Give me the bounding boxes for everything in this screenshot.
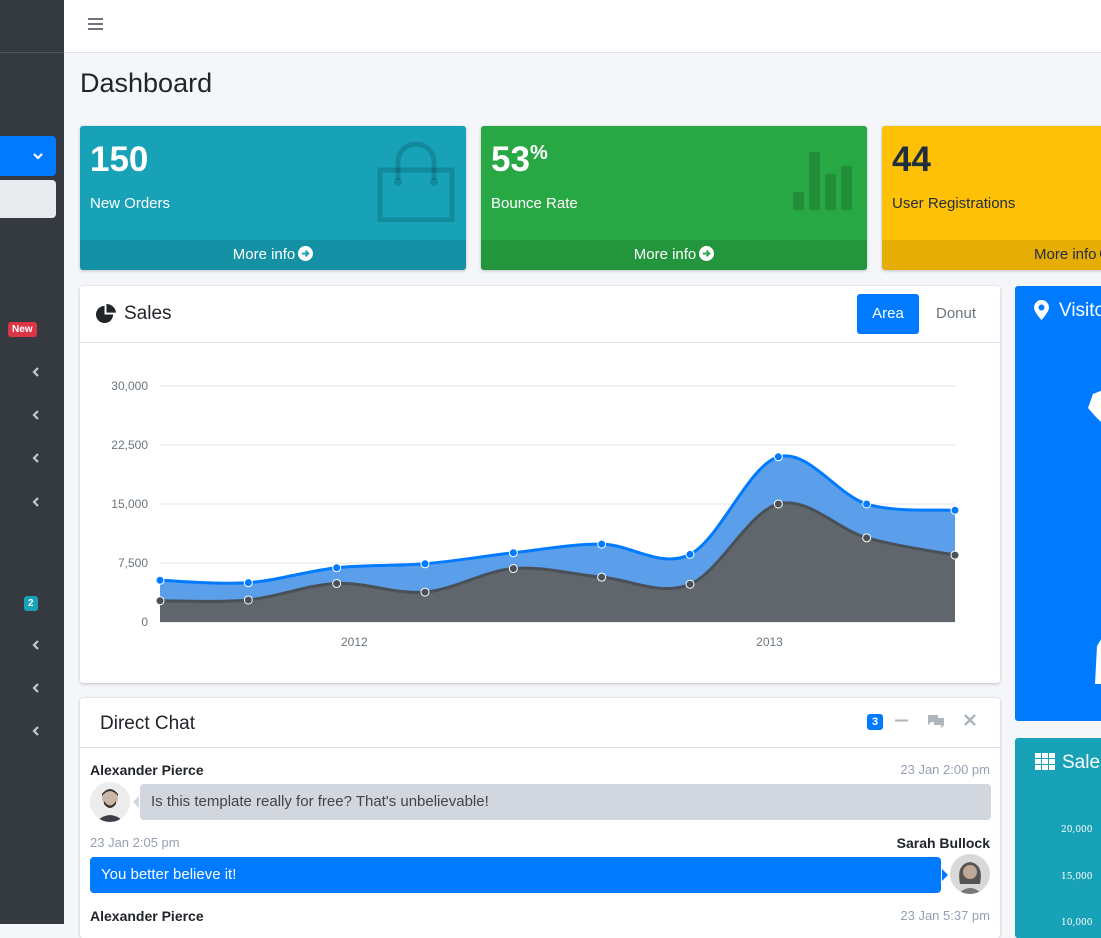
direct-chat-header: Direct Chat 3 <box>80 698 1000 748</box>
world-map <box>1088 390 1101 684</box>
stat-value: 150 <box>90 140 149 179</box>
x-tick-label: 2013 <box>756 635 783 649</box>
stat-box-user-registrations: 44 User Registrations More info <box>882 126 1101 270</box>
pie-chart-icon <box>95 304 116 324</box>
y-tick-label: 30,000 <box>111 379 148 393</box>
stat-label: New Orders <box>90 195 171 212</box>
sidebar-subitem-active[interactable] <box>0 180 56 218</box>
data-point <box>420 587 430 597</box>
series-line-0 <box>159 454 956 585</box>
stat-value: 53% <box>491 140 548 179</box>
chevron-left-icon[interactable] <box>30 409 42 421</box>
stat-box-new-orders: 150 New Orders More info <box>80 126 466 270</box>
comments-icon[interactable] <box>927 714 945 728</box>
data-point <box>420 559 430 569</box>
visitors-card: Visitors <box>1015 286 1101 721</box>
data-point <box>950 550 960 560</box>
data-point <box>243 595 253 605</box>
y-tick-label: 20,000 <box>1061 825 1093 835</box>
more-info-link[interactable]: More info <box>80 240 466 270</box>
data-point <box>155 575 165 585</box>
data-point <box>773 452 783 462</box>
direct-chat-card: Direct Chat 3 Alexander Pierce 23 Jan 2:… <box>80 698 1000 938</box>
minus-icon[interactable] <box>895 714 908 727</box>
y-tick-label: 15,000 <box>111 497 148 511</box>
stat-label: Bounce Rate <box>491 195 578 212</box>
y-tick-label: 22,500 <box>111 438 148 452</box>
sidebar-item-dashboard[interactable] <box>0 136 56 176</box>
table-grid-icon <box>1035 753 1055 770</box>
sidebar-badge-count: 2 <box>24 596 38 611</box>
x-tick-label: 2012 <box>341 635 368 649</box>
main-sidebar: New 2 <box>0 0 64 924</box>
tab-donut[interactable]: Donut <box>935 305 977 322</box>
message-time: 23 Jan 2:00 pm <box>900 762 990 777</box>
more-info-link[interactable]: More info <box>481 240 867 270</box>
data-point <box>862 499 872 509</box>
avatar <box>950 854 990 894</box>
message-author: Sarah Bullock <box>896 835 990 851</box>
y-tick-label: 10,000 <box>1061 918 1093 928</box>
stat-box-bounce-rate: 53% Bounce Rate More info <box>481 126 867 270</box>
avatar <box>90 782 130 822</box>
sales-area-chart: 30,000 22,500 15,000 7,500 0 2012 2013 <box>111 379 960 649</box>
chevron-left-icon[interactable] <box>30 452 42 464</box>
y-tick-label: 15,000 <box>1061 872 1093 882</box>
sales-graph-title: Sales Graph <box>1062 752 1101 773</box>
tab-area[interactable]: Area <box>857 294 919 334</box>
data-point <box>332 578 342 588</box>
data-point <box>862 533 872 543</box>
y-tick-label: 7,500 <box>118 556 148 570</box>
page-title: Dashboard <box>80 68 213 98</box>
series-line-1 <box>159 501 956 603</box>
close-icon[interactable] <box>964 714 976 726</box>
data-point <box>508 548 518 558</box>
message-author: Alexander Pierce <box>90 908 204 924</box>
arrow-circle-right-icon <box>298 246 314 261</box>
data-point <box>508 564 518 574</box>
sales-card-header: Sales Area Donut <box>80 286 1000 343</box>
sales-card-title: Sales <box>124 303 172 324</box>
chevron-left-icon[interactable] <box>30 366 42 378</box>
shopping-bag-icon <box>377 142 455 222</box>
message-author: Alexander Pierce <box>90 762 204 778</box>
data-point <box>773 499 783 509</box>
chevron-left-icon[interactable] <box>30 682 42 694</box>
sidebar-badge-new: New <box>8 322 37 337</box>
direct-chat-title: Direct Chat <box>100 713 196 734</box>
top-navbar <box>64 0 1101 53</box>
chevron-left-icon[interactable] <box>30 725 42 737</box>
data-point <box>685 549 695 559</box>
visitors-card-title: Visitors <box>1059 300 1101 321</box>
series-area-1 <box>160 502 955 622</box>
more-info-link[interactable]: More info <box>882 240 1101 270</box>
sidebar-divider <box>0 52 64 53</box>
data-point <box>155 596 165 606</box>
data-point <box>597 572 607 582</box>
message-time: 23 Jan 5:37 pm <box>900 908 990 923</box>
message-time: 23 Jan 2:05 pm <box>90 835 180 850</box>
sales-graph-card: Sales Graph 20,000 15,000 10,000 <box>1015 738 1101 938</box>
bar-chart-icon <box>793 152 852 210</box>
data-point <box>950 505 960 515</box>
sales-card: Sales Area Donut 30,000 22,500 15,000 7,500… <box>80 286 1000 683</box>
chevron-left-icon[interactable] <box>30 496 42 508</box>
chevron-down-icon <box>33 153 43 160</box>
chat-message-bubble: You better believe it! <box>90 857 948 893</box>
map-marker-icon <box>1034 300 1049 320</box>
y-tick-label: 0 <box>141 615 148 629</box>
chat-message-bubble: Is this template really for free? That's… <box>133 784 991 820</box>
data-point <box>243 578 253 588</box>
chevron-left-icon[interactable] <box>30 639 42 651</box>
new-messages-badge: 3 <box>867 714 883 730</box>
data-point <box>685 579 695 589</box>
stat-label: User Registrations <box>892 195 1016 212</box>
stat-value: 44 <box>892 140 931 179</box>
arrow-circle-right-icon <box>699 246 715 261</box>
data-point <box>332 563 342 573</box>
hamburger-menu-icon[interactable] <box>88 17 103 31</box>
data-point <box>597 539 607 549</box>
